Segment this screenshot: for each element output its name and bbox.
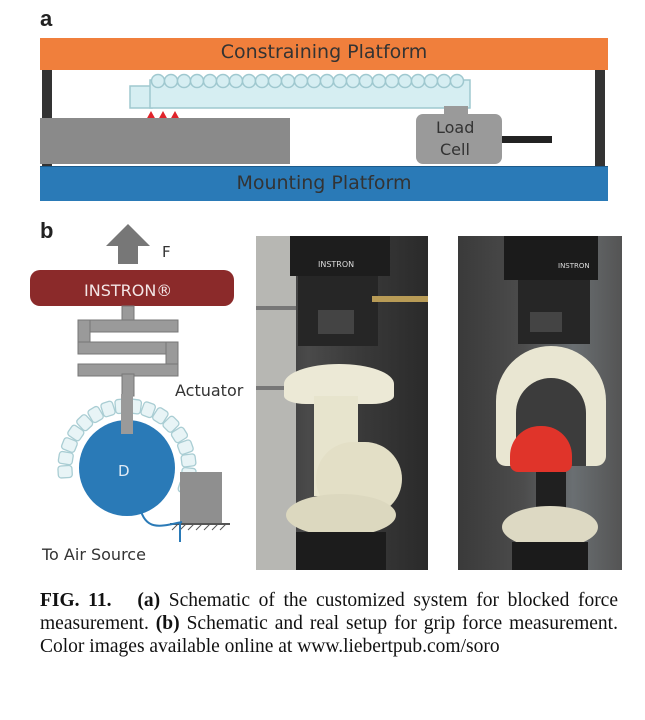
caption-fig-label: FIG. 11. — [40, 590, 112, 611]
photo2-red-actuator — [510, 426, 572, 472]
soft-actuator-a — [129, 73, 471, 109]
photo1-brand: INSTRON — [318, 260, 355, 269]
photo-setup-2: INSTRON — [458, 236, 622, 570]
panel-b-label: b — [40, 218, 54, 243]
contact-bumps — [146, 111, 180, 120]
instron-label: INSTRON® — [84, 281, 173, 300]
load-cell-top-nub — [444, 106, 468, 116]
constraining-platform: Constraining Platform — [40, 38, 608, 70]
caption-part-b-text: Schematic and real setup for grip force … — [40, 613, 618, 657]
s-connector — [77, 305, 179, 397]
caption-part-a-text: Schematic of the customized system for b… — [40, 590, 618, 634]
constraining-platform-label: Constraining Platform — [220, 41, 428, 63]
force-label: F — [162, 243, 171, 261]
actuator-label: Actuator — [175, 381, 244, 400]
panel-a-schematic: Constraining Platform Load Cell Mounting… — [40, 38, 608, 202]
instron-bar — [30, 270, 234, 306]
panel-b-schematic — [30, 224, 234, 542]
diameter-label: D — [118, 462, 130, 480]
load-cell: Load Cell — [416, 106, 502, 164]
load-cell-label-line1: Load — [436, 118, 475, 137]
load-cell-label-line2: Cell — [440, 140, 470, 159]
diameter-disc — [79, 420, 175, 516]
mounting-platform: Mounting Platform — [40, 166, 608, 201]
figure-caption: FIG. 11. (a) Schematic of the customized… — [40, 589, 618, 658]
load-cell-cable — [502, 136, 552, 143]
photo2-instron-head — [504, 236, 598, 280]
photo2-brand: INSTRON — [558, 262, 590, 270]
panel-a-label: a — [40, 6, 53, 31]
air-source-label: To Air Source — [42, 545, 146, 564]
photo1-instron-head — [290, 236, 390, 276]
force-arrow — [106, 224, 150, 264]
mounting-platform-label: Mounting Platform — [236, 172, 412, 194]
photo-setup-1: INSTRON — [256, 236, 428, 570]
base-block — [40, 118, 290, 164]
right-post — [595, 70, 605, 174]
support-block — [180, 472, 222, 524]
caption-part-b-label: (b) — [155, 613, 180, 634]
air-tube — [139, 507, 183, 527]
caption-part-a-label: (a) — [137, 590, 161, 611]
actuator-arc — [57, 398, 197, 496]
